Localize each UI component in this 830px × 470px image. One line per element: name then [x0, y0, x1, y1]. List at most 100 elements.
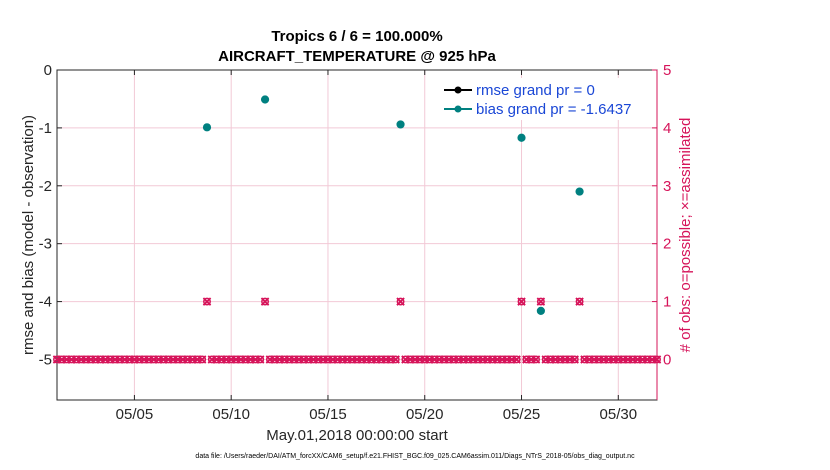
- legend-rmse-label: rmse grand pr = 0: [476, 82, 595, 99]
- obs-possible-marker: [111, 355, 120, 364]
- obs-possible-marker: [604, 355, 613, 364]
- obs-possible-marker: [556, 355, 565, 364]
- obs-possible-marker: [469, 355, 478, 364]
- obs-possible-marker: [164, 355, 173, 364]
- bias-markers: [202, 95, 584, 315]
- legend-bias-label: bias grand pr = -1.6437: [476, 101, 632, 118]
- obs-possible-marker: [551, 355, 560, 364]
- y-tick-label: -4: [39, 294, 52, 311]
- obs-possible-marker: [246, 355, 255, 364]
- obs-possible-marker: [265, 355, 274, 364]
- obs-possible-marker: [633, 355, 642, 364]
- obs-possible-marker: [144, 355, 153, 364]
- obs-possible-marker: [585, 355, 594, 364]
- obs-possible-marker: [478, 355, 487, 364]
- obs-possible-marker: [377, 355, 386, 364]
- obs-possible-marker: [570, 355, 579, 364]
- obs-possible-marker: [67, 355, 76, 364]
- y-tick-label: 0: [44, 62, 52, 79]
- obs-possible-marker: [382, 355, 390, 364]
- chart-title-line2: AIRCRAFT_TEMPERATURE @ 925 hPa: [218, 48, 496, 65]
- obs-possible-marker: [207, 355, 216, 364]
- x-tick-label: 05/05: [116, 406, 154, 423]
- obs-possible-marker: [648, 355, 657, 364]
- obs-possible-marker: [222, 355, 231, 364]
- legend: rmse grand pr = 0 bias grand pr = -1.643…: [440, 78, 650, 120]
- obs-possible-marker: [459, 355, 468, 364]
- obs-possible-marker: [348, 355, 357, 364]
- obs-possible-marker: [86, 355, 95, 364]
- y2-axis-label: # of obs: o=possible; ×=assimilated: [677, 118, 694, 353]
- obs-possible-marker: [299, 355, 308, 364]
- obs-possible-marker: [256, 355, 265, 364]
- obs-possible-marker: [503, 355, 511, 364]
- obs-possible-marker: [227, 355, 236, 364]
- obs-possible-marker: [643, 355, 652, 364]
- obs-possible-marker: [628, 355, 637, 364]
- obs-possible-marker: [183, 355, 192, 364]
- obs-possible-marker: [396, 297, 405, 306]
- obs-possible-marker: [449, 355, 458, 364]
- bias-point: [396, 120, 405, 129]
- obs-possible-marker: [198, 355, 207, 364]
- obs-possible-marker: [343, 355, 352, 364]
- obs-possible-marker: [386, 355, 395, 364]
- obs-possible-marker: [106, 355, 115, 364]
- obs-possible-marker: [324, 355, 332, 364]
- y-tick-label: -5: [39, 351, 52, 368]
- obs-possible-marker: [174, 355, 182, 364]
- obs-assimilated-marker: [202, 297, 212, 306]
- obs-possible-marker: [594, 355, 603, 364]
- obs-possible-marker: [193, 355, 202, 364]
- obs-possible-marker: [285, 355, 294, 364]
- obs-possible-marker: [53, 355, 61, 364]
- obs-possible-marker: [333, 355, 342, 364]
- x-axis-label: May.01,2018 00:00:00 start: [266, 427, 448, 444]
- obs-possible-marker: [546, 355, 555, 364]
- obs-possible-marker: [483, 355, 492, 364]
- obs-possible-marker: [599, 355, 608, 364]
- data-file-footnote: data file: /Users/raeder/DAI/ATM_forcXX/…: [195, 453, 635, 460]
- y-tick-label: -2: [39, 178, 52, 195]
- obs-possible-marker: [120, 355, 129, 364]
- obs-assimilated-marker: [652, 355, 662, 364]
- bias-point: [202, 123, 212, 132]
- obs-possible-marker: [270, 355, 279, 364]
- obs-possible-marker: [203, 297, 211, 306]
- obs-possible-marker: [96, 355, 105, 364]
- legend-rmse-marker: [454, 86, 462, 94]
- obs-possible-marker: [430, 355, 439, 364]
- obs-possible-marker: [653, 355, 661, 364]
- obs-possible-marker: [406, 355, 415, 364]
- obs-assimilated-marker: [512, 355, 521, 364]
- bias-point: [536, 306, 545, 315]
- obs-assimilated-marker: [531, 355, 541, 364]
- obs-possible-marker: [82, 355, 90, 364]
- obs-possible-marker: [444, 355, 453, 364]
- y2-tick-label: 1: [663, 294, 671, 311]
- obs-possible-marker: [624, 355, 632, 364]
- obs-assimilated-marker: [570, 355, 579, 364]
- x-tick-label: 05/15: [309, 406, 347, 423]
- obs-possible-marker: [575, 297, 584, 306]
- obs-possible-marker: [440, 355, 449, 364]
- obs-possible-marker: [130, 355, 139, 364]
- obs-assimilated-marker: [260, 297, 270, 306]
- obs-possible-marker: [188, 355, 197, 364]
- obs-possible-marker: [125, 355, 134, 364]
- obs-possible-marker: [135, 355, 144, 364]
- obs-possible-marker: [236, 355, 245, 364]
- obs-possible-marker: [401, 355, 410, 364]
- obs-assimilated-marker: [536, 297, 546, 306]
- obs-possible-marker: [425, 355, 434, 364]
- bias-point: [260, 95, 270, 104]
- obs-possible-marker: [415, 355, 424, 364]
- obs-assimilated-marker: [517, 297, 526, 306]
- x-tick-label: 05/10: [212, 406, 250, 423]
- y2-tick-label: 2: [663, 236, 671, 253]
- obs-possible-marker: [619, 355, 628, 364]
- obs-possible-marker: [367, 355, 376, 364]
- obs-possible-marker: [353, 355, 361, 364]
- obs-count-markers: [52, 297, 662, 364]
- obs-possible-marker: [464, 355, 473, 364]
